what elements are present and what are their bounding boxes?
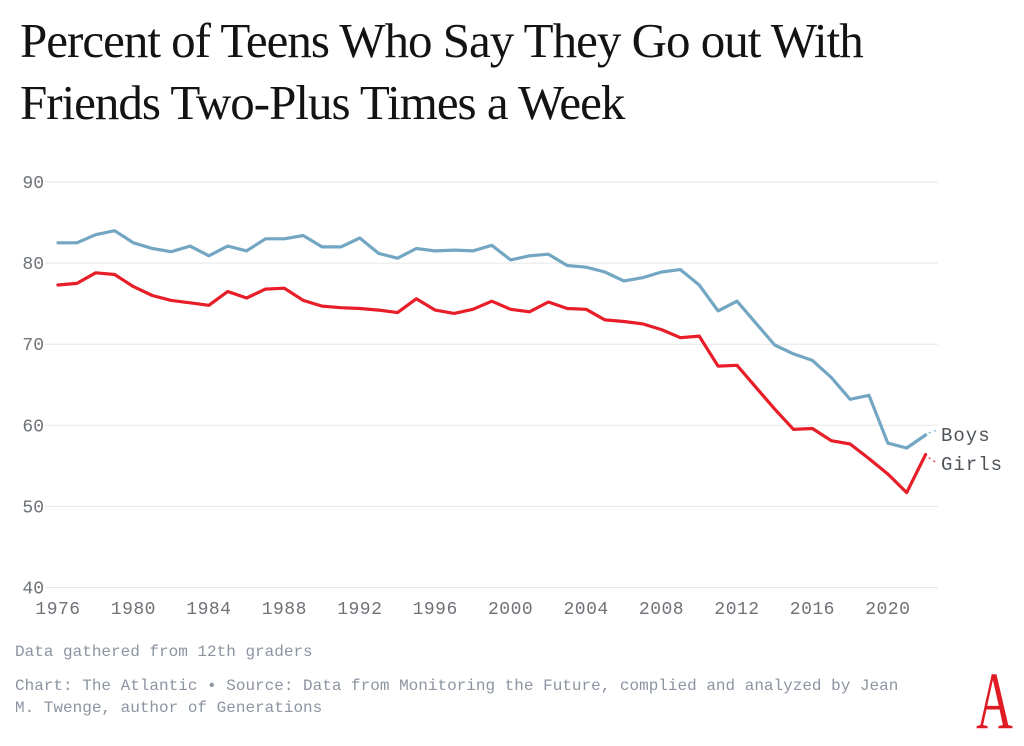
chart-credit: Chart: The Atlantic • Source: Data from … xyxy=(15,676,965,719)
x-tick-label-1976: 1976 xyxy=(35,600,80,620)
chart-footnote: Data gathered from 12th graders xyxy=(15,643,313,661)
x-tick-label-1992: 1992 xyxy=(337,600,382,620)
series-line-girls xyxy=(56,271,928,495)
series-line-boys xyxy=(56,229,928,450)
chart-title: Percent of Teens Who Say They Go out Wit… xyxy=(20,10,1020,134)
y-tick-label-60: 60 xyxy=(22,417,44,437)
chart-title-line2: Friends Two-Plus Times a Week xyxy=(20,75,625,131)
series-connector-boys xyxy=(928,429,938,434)
x-tick-label-1996: 1996 xyxy=(413,600,458,620)
chart-credit-line2: M. Twenge, author of Generations xyxy=(15,698,323,717)
y-tick-label-80: 80 xyxy=(22,255,44,275)
x-tick-label-2020: 2020 xyxy=(865,600,910,620)
series-end-label-boys: Boys xyxy=(941,425,991,447)
x-tick-label-2012: 2012 xyxy=(714,600,759,620)
y-tick-label-50: 50 xyxy=(22,498,44,518)
x-tick-label-1984: 1984 xyxy=(186,600,231,620)
atlantic-logo: A xyxy=(976,655,1013,746)
chart-title-line1: Percent of Teens Who Say They Go out Wit… xyxy=(20,13,864,68)
x-tick-label-2008: 2008 xyxy=(639,600,684,620)
x-tick-label-2016: 2016 xyxy=(790,600,835,620)
x-tick-label-1980: 1980 xyxy=(111,600,156,620)
chart-credit-line1: Chart: The Atlantic • Source: Data from … xyxy=(15,677,899,695)
series-end-label-girls: Girls xyxy=(941,454,1003,476)
x-tick-label-2000: 2000 xyxy=(488,600,533,620)
series-connector-girls xyxy=(928,456,939,465)
x-tick-label-1988: 1988 xyxy=(262,600,307,620)
y-tick-label-90: 90 xyxy=(22,174,44,194)
y-tick-label-70: 70 xyxy=(22,336,44,356)
y-tick-label-40: 40 xyxy=(22,580,44,600)
x-tick-label-2004: 2004 xyxy=(563,600,608,620)
